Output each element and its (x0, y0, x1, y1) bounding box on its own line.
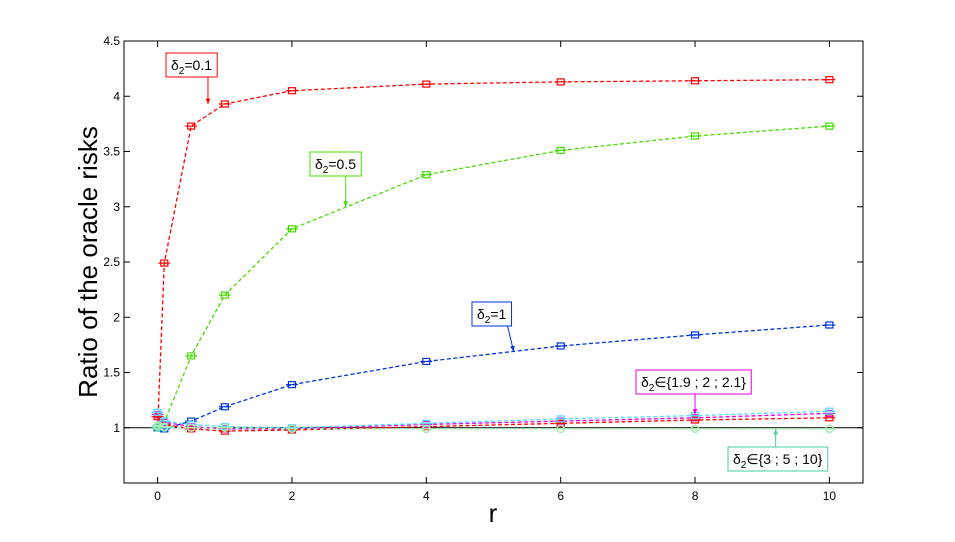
annotation-layer: δ2=0.1 δ2=0.5 δ2=1 δ2∈{1.9 ; 2 ; 2.1} δ2∈{3 … (165, 52, 829, 472)
x-tick-label: 4 (423, 489, 430, 503)
annotation-4: δ2∈{3 ; 5 ; 10} (727, 428, 829, 472)
series-8 (151, 421, 836, 433)
annotation-label: δ2=0.1 (171, 57, 212, 77)
annotation-box (471, 301, 513, 327)
annotation-label: δ2∈{1.9 ; 2 ; 2.1} (641, 374, 746, 394)
y-tick-label: 4 (113, 89, 120, 103)
annotation-label: δ2=1 (477, 306, 507, 326)
x-axis-title: r (489, 498, 498, 528)
annotation-box (727, 446, 829, 472)
annotation-label: δ2=0.5 (315, 156, 356, 176)
y-tick-label: 1.5 (103, 366, 120, 380)
annotation-arrowhead (773, 428, 779, 435)
series-5 (151, 407, 836, 432)
x-tick-label: 6 (557, 489, 564, 503)
series-0 (151, 76, 836, 432)
series-line (157, 424, 830, 430)
y-tick-label: 1 (113, 421, 120, 435)
annotation-box (635, 369, 752, 395)
annotation-arrowhead (692, 408, 698, 415)
x-tick-label: 2 (289, 489, 296, 503)
annotation-2: δ2=1 (471, 301, 515, 352)
annotation-3: δ2∈{1.9 ; 2 ; 2.1} (635, 369, 752, 415)
annotation-arrowhead (343, 201, 349, 207)
y-tick-label: 2 (113, 310, 120, 324)
annotation-label: δ2∈{3 ; 5 ; 10} (733, 451, 823, 471)
y-tick-label: 3 (113, 200, 120, 214)
series-line (157, 426, 830, 430)
y-tick-label: 4.5 (103, 34, 120, 48)
x-tick-label: 8 (692, 489, 699, 503)
annotation-box (309, 151, 362, 177)
series-layer (151, 76, 836, 435)
annotation-box (165, 52, 218, 78)
y-tick-label: 3.5 (103, 145, 120, 159)
annotation-1: δ2=0.5 (309, 151, 362, 207)
y-axis-title: Ratio of the oracle risks (73, 126, 103, 398)
plot-area (124, 41, 863, 483)
annotation-0: δ2=0.1 (165, 52, 218, 104)
annotation-arrowhead (510, 345, 515, 352)
y-tick-label: 2.5 (103, 255, 120, 269)
tick-layer: 0 2 4 6 8 10 1 1.5 2 2.5 3 3.5 4 4.5 (103, 34, 863, 503)
x-tick-label: 0 (154, 489, 161, 503)
series-line (157, 324, 830, 430)
annotation-arrowhead (205, 98, 211, 104)
x-tick-label: 10 (823, 489, 837, 503)
